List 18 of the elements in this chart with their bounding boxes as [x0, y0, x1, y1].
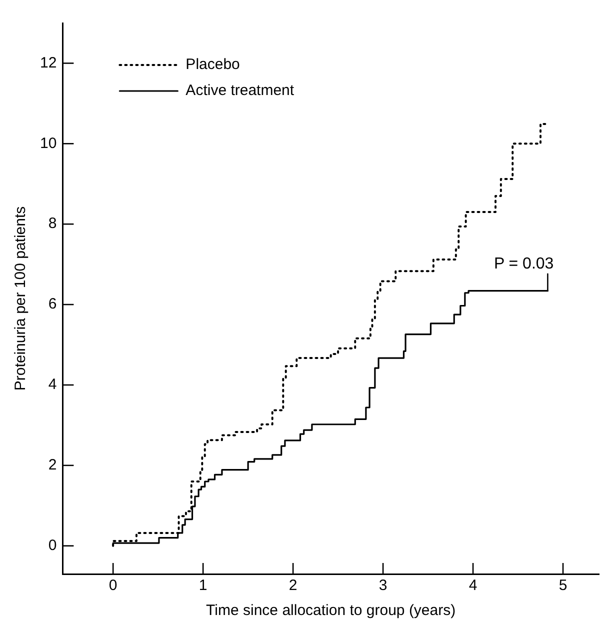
x-tick-label: 4: [468, 577, 478, 594]
annotation: P = 0.03: [494, 255, 554, 272]
y-tick-label: 6: [48, 296, 57, 313]
x-tick-label: 3: [378, 577, 388, 594]
x-tick-label: 1: [198, 577, 208, 594]
y-axis-title: Proteinuria per 100 patients: [12, 206, 30, 391]
x-tick-label: 0: [108, 577, 118, 594]
x-axis-title: Time since allocation to group (years): [206, 602, 456, 620]
x-tick-label: 2: [288, 577, 298, 594]
y-tick-label: 12: [40, 54, 57, 72]
y-tick-label: 0: [48, 536, 57, 554]
legend-label: Active treatment: [186, 82, 295, 100]
y-tick-label: 4: [48, 376, 57, 394]
y-tick-label: 8: [48, 215, 57, 232]
x-tick-label: 5: [558, 577, 568, 594]
y-tick-label: 2: [48, 456, 57, 474]
y-tick-label: 10: [40, 134, 57, 152]
legend-label: Placebo: [186, 56, 240, 74]
